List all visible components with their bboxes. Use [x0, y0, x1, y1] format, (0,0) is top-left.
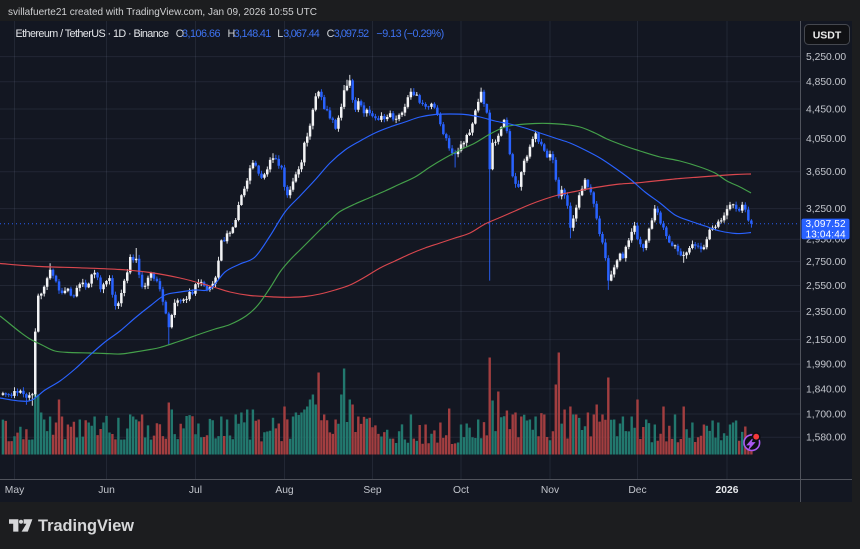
svg-text:2,950.00: 2,950.00	[806, 235, 846, 246]
svg-text:Aug: Aug	[275, 485, 294, 496]
svg-text:3,097.52: 3,097.52	[334, 28, 369, 40]
svg-text:2026: 2026	[716, 485, 739, 496]
svg-text:2,750.00: 2,750.00	[806, 257, 846, 268]
svg-text:1,700.00: 1,700.00	[806, 409, 846, 420]
svg-text:3,650.00: 3,650.00	[806, 167, 846, 178]
svg-text:svillafuerte21 created with Tr: svillafuerte21 created with TradingView.…	[8, 6, 317, 18]
svg-text:3,067.44: 3,067.44	[283, 28, 320, 40]
svg-text:4,450.00: 4,450.00	[806, 104, 846, 115]
svg-text:1,990.00: 1,990.00	[806, 360, 846, 371]
svg-text:3,097.52: 3,097.52	[806, 219, 846, 230]
svg-text:−9.13 (−0.29%): −9.13 (−0.29%)	[376, 28, 444, 40]
svg-text:Oct: Oct	[453, 485, 469, 496]
svg-text:4,850.00: 4,850.00	[806, 77, 846, 88]
svg-text:H: H	[228, 28, 236, 40]
svg-text:L: L	[277, 28, 283, 40]
svg-text:USDT: USDT	[813, 29, 842, 41]
svg-text:C: C	[327, 28, 335, 40]
svg-text:3,106.66: 3,106.66	[182, 28, 221, 40]
svg-text:13:04:44: 13:04:44	[806, 229, 846, 240]
svg-text:2,550.00: 2,550.00	[806, 281, 846, 292]
svg-text:2,350.00: 2,350.00	[806, 307, 846, 318]
svg-text:5,250.00: 5,250.00	[806, 52, 846, 63]
svg-text:1,580.00: 1,580.00	[806, 433, 846, 444]
svg-text:4,050.00: 4,050.00	[806, 134, 846, 145]
svg-text:Sep: Sep	[363, 485, 382, 496]
svg-text:3,250.00: 3,250.00	[806, 204, 846, 215]
svg-text:Jul: Jul	[189, 485, 202, 496]
svg-text:TradingView: TradingView	[38, 517, 134, 535]
svg-text:2,150.00: 2,150.00	[806, 335, 846, 346]
svg-text:Nov: Nov	[541, 485, 560, 496]
svg-text:May: May	[5, 485, 25, 496]
svg-text:Ethereum / TetherUS · 1D · Bin: Ethereum / TetherUS · 1D · Binance	[16, 28, 170, 40]
svg-text:Dec: Dec	[628, 485, 646, 496]
svg-text:3,148.41: 3,148.41	[234, 28, 271, 40]
svg-text:1,840.00: 1,840.00	[806, 384, 846, 395]
svg-text:Jun: Jun	[98, 485, 115, 496]
svg-text:O: O	[176, 28, 184, 40]
